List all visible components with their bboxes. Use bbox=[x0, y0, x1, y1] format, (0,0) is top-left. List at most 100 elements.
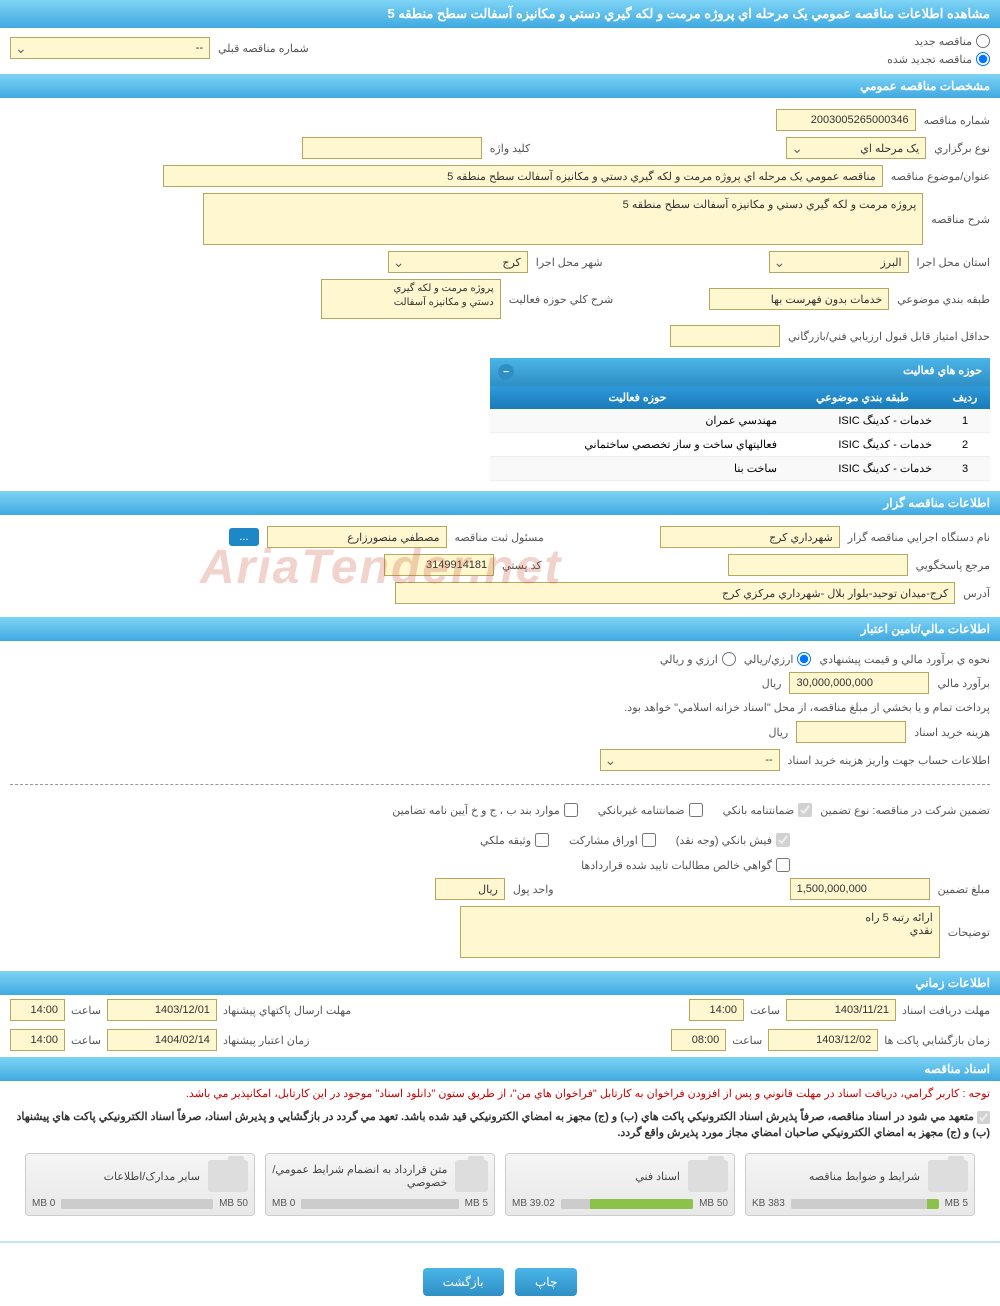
valid-time: 14:00 bbox=[10, 1029, 65, 1051]
doc-card[interactable]: اسناد فني 50 MB 39.02 MB bbox=[505, 1153, 735, 1216]
time-word-4: ساعت bbox=[71, 1034, 101, 1047]
unit-field: ريال bbox=[435, 878, 505, 900]
print-button[interactable]: چاپ bbox=[515, 1268, 577, 1296]
cb-bank[interactable]: ضمانتنامه بانکي bbox=[723, 803, 813, 817]
radio-rial[interactable]: ارزي/ريالي bbox=[744, 652, 812, 666]
doc-title: اسناد فني bbox=[635, 1170, 680, 1183]
doc-title: متن قرارداد به انضمام شرايط عمومي/خصوصي bbox=[272, 1163, 447, 1189]
desc-field[interactable]: پروژه مرمت و لکه گيري دستي و مکانيزه آسف… bbox=[203, 193, 923, 245]
folder-icon bbox=[688, 1160, 728, 1192]
amount-label: مبلغ تضمين bbox=[938, 883, 990, 896]
org-field: شهرداري کرج bbox=[660, 526, 840, 548]
org-label: نام دستگاه اجرايي مناقصه گزار bbox=[848, 531, 990, 544]
section-documents-header: اسناد مناقصه bbox=[0, 1057, 1000, 1081]
valid-date: 1404/02/14 bbox=[107, 1029, 217, 1051]
radio-new-label: مناقصه جديد bbox=[914, 35, 972, 48]
doc-card[interactable]: شرايط و ضوابط مناقصه 5 MB 383 KB bbox=[745, 1153, 975, 1216]
open-date: 1403/12/02 bbox=[768, 1029, 878, 1051]
subject-field: مناقصه عمومي يک مرحله اي پروژه مرمت و لک… bbox=[163, 165, 883, 187]
tender-no-label: شماره مناقصه bbox=[924, 114, 990, 127]
postal-field: 3149914181 bbox=[384, 554, 494, 576]
class-label: طبقه بندي موضوعي bbox=[897, 293, 990, 306]
prev-tender-select[interactable]: -- bbox=[10, 37, 210, 59]
doc-used: 0 MB bbox=[32, 1198, 55, 1209]
col-class: طبقه بندي موضوعي bbox=[785, 386, 940, 409]
time-word-3: ساعت bbox=[732, 1034, 762, 1047]
open-time: 08:00 bbox=[671, 1029, 726, 1051]
unit-rial-1: ريال bbox=[762, 677, 782, 690]
open-label: زمان بازگشايي پاکت ها bbox=[884, 1034, 990, 1047]
doc-progress-bar bbox=[791, 1199, 939, 1209]
estimate-field: 30,000,000,000 bbox=[789, 672, 929, 694]
col-scope: حوزه فعاليت bbox=[490, 386, 785, 409]
account-select[interactable]: -- bbox=[600, 749, 780, 771]
doc-title: شرايط و ضوابط مناقصه bbox=[809, 1170, 920, 1183]
cb-bond[interactable]: موارد بند ب ، ج و خ آيين نامه تضامين bbox=[392, 803, 577, 817]
min-score-field[interactable] bbox=[670, 325, 780, 347]
doc-card[interactable]: متن قرارداد به انضمام شرايط عمومي/خصوصي … bbox=[265, 1153, 495, 1216]
doc-card[interactable]: ساير مدارک/اطلاعات 50 MB 0 MB bbox=[25, 1153, 255, 1216]
radio-renewed-input[interactable] bbox=[976, 52, 990, 66]
pay-note: پرداخت تمام و يا بخشي از مبلغ مناقصه، از… bbox=[10, 697, 990, 718]
radio-fx[interactable]: ارزي و ريالي bbox=[660, 652, 736, 666]
scope-field[interactable]: پروژه مرمت و لکه گيري دستي و مکانيزه آسف… bbox=[321, 279, 501, 319]
cb-claim[interactable]: گواهي خالص مطالبات تاييد شده قراردادها bbox=[581, 858, 790, 872]
docs-grid: شرايط و ضوابط مناقصه 5 MB 383 KB اسناد ف… bbox=[0, 1143, 1000, 1226]
notice-commit: متعهد مي شود در اسناد مناقصه، صرفاً پذير… bbox=[17, 1111, 990, 1139]
keyword-field[interactable] bbox=[302, 137, 482, 159]
postal-label: کد پستي bbox=[502, 559, 541, 572]
send-date: 1403/12/01 bbox=[107, 999, 217, 1021]
more-button[interactable]: ... bbox=[229, 528, 258, 546]
section-financial-header: اطلاعات مالي/تامين اعتبار bbox=[0, 617, 1000, 641]
footer-separator bbox=[0, 1241, 1000, 1243]
doc-used: 383 KB bbox=[752, 1198, 785, 1209]
doc-cost-field[interactable] bbox=[796, 721, 906, 743]
radio-renewed-tender[interactable]: مناقصه تجديد شده bbox=[887, 52, 990, 66]
cb-nonbank[interactable]: ضمانتنامه غيربانکي bbox=[598, 803, 703, 817]
doc-used: 0 MB bbox=[272, 1198, 295, 1209]
collapse-icon[interactable]: − bbox=[498, 364, 514, 380]
time-word-1: ساعت bbox=[750, 1004, 780, 1017]
folder-icon bbox=[928, 1160, 968, 1192]
cb-share[interactable]: اوراق مشارکت bbox=[569, 833, 656, 847]
address-field: کرج-ميدان توحيد-بلوار بلال -شهرداري مرکز… bbox=[395, 582, 955, 604]
valid-label: زمان اعتبار پيشنهاد bbox=[223, 1034, 310, 1047]
radio-new-tender[interactable]: مناقصه جديد bbox=[887, 34, 990, 48]
notes-field[interactable]: ارائه رتبه 5 راه نقدي bbox=[460, 906, 940, 958]
city-select[interactable]: کرج bbox=[388, 251, 528, 273]
notice-red: توجه : کاربر گرامي، دريافت اسناد در مهلت… bbox=[0, 1081, 1000, 1107]
hold-type-select[interactable]: يک مرحله اي bbox=[786, 137, 926, 159]
time-word-2: ساعت bbox=[71, 1004, 101, 1017]
folder-icon bbox=[455, 1160, 488, 1192]
amount-field: 1,500,000,000 bbox=[790, 878, 930, 900]
activity-title: حوزه هاي فعاليت bbox=[903, 365, 982, 377]
back-button[interactable]: بازگشت bbox=[423, 1268, 504, 1296]
address-label: آدرس bbox=[963, 587, 990, 600]
hold-type-label: نوع برگزاري bbox=[934, 142, 990, 155]
doc-progress-bar bbox=[561, 1199, 693, 1209]
resp-label: مرجع پاسخگويي bbox=[916, 559, 990, 572]
reg-label: مسئول ثبت مناقصه bbox=[455, 531, 544, 544]
cb-prop[interactable]: وثيقه ملکي bbox=[480, 833, 549, 847]
unit-rial-2: ريال bbox=[768, 726, 788, 739]
commit-checkbox bbox=[977, 1111, 990, 1124]
keyword-label: کليد واژه bbox=[490, 142, 530, 155]
receive-date: 1403/11/21 bbox=[786, 999, 896, 1021]
city-label: شهر محل اجرا bbox=[536, 256, 603, 269]
receive-time: 14:00 bbox=[689, 999, 744, 1021]
tender-no-field: 2003005265000346 bbox=[776, 109, 916, 131]
folder-icon bbox=[208, 1160, 248, 1192]
resp-field[interactable] bbox=[728, 554, 908, 576]
doc-title: ساير مدارک/اطلاعات bbox=[104, 1170, 200, 1183]
cb-cash[interactable]: فيش بانکي (وجه نقد) bbox=[676, 833, 790, 847]
separator bbox=[10, 784, 990, 785]
unit-label: واحد پول bbox=[513, 883, 554, 896]
province-select[interactable]: البرز bbox=[769, 251, 909, 273]
doc-progress-bar bbox=[301, 1199, 458, 1209]
doc-progress-bar bbox=[61, 1199, 213, 1209]
radio-new-input[interactable] bbox=[976, 34, 990, 48]
section-organizer-header: اطلاعات مناقصه گزار bbox=[0, 491, 1000, 515]
subject-label: عنوان/موضوع مناقصه bbox=[891, 170, 990, 183]
desc-label: شرح مناقصه bbox=[931, 213, 990, 226]
notes-label: توضيحات bbox=[948, 926, 990, 939]
